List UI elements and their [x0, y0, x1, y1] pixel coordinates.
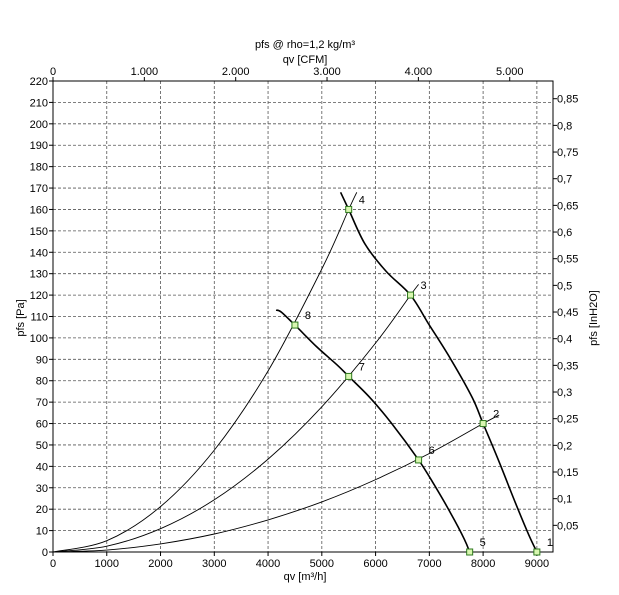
y-tick-label: 110	[30, 312, 48, 324]
y2-tick-label: 0,55	[557, 254, 578, 266]
point-marker	[291, 321, 299, 329]
operating-point: 5	[466, 537, 486, 556]
x-tick-label: 1000	[95, 558, 119, 570]
operating-point: 7	[345, 361, 365, 380]
y-tick-label: 10	[36, 526, 48, 538]
x-tick-label: 9000	[525, 558, 549, 570]
y2-tick-label: 0,25	[557, 414, 578, 426]
y2-tick-label: 0,7	[557, 174, 572, 186]
point-marker	[479, 420, 487, 428]
y2-tick-label: 0,5	[557, 280, 572, 292]
x-tick-label: 2000	[148, 558, 172, 570]
right-axis-label: pfs [InH2O]	[588, 290, 600, 346]
y-tick-label: 130	[30, 269, 48, 281]
y2-tick-label: 0,3	[557, 387, 572, 399]
point-label: 7	[359, 361, 365, 373]
y-tick-label: 190	[30, 140, 48, 152]
system-curve	[52, 284, 419, 553]
operating-point: 4	[345, 194, 365, 213]
x2-tick-label: 5.000	[496, 66, 524, 78]
y2-tick-label: 0,05	[557, 520, 578, 532]
point-label: 2	[493, 409, 499, 421]
operating-point: 6	[415, 445, 435, 464]
x2-tick-label: 4.000	[405, 66, 433, 78]
point-label: 1	[547, 537, 553, 549]
point-marker	[345, 205, 353, 213]
x2-tick-label: 2.000	[222, 66, 250, 78]
point-marker	[466, 548, 474, 556]
operating-point: 8	[291, 310, 311, 329]
y-tick-label: 60	[36, 419, 48, 431]
y-tick-label: 100	[30, 333, 48, 345]
y-tick-label: 170	[30, 183, 48, 195]
chart-title: pfs @ rho=1,2 kg/m³	[255, 39, 355, 51]
x-tick-label: 6000	[363, 558, 387, 570]
top-axis-label: qv [CFM]	[283, 54, 328, 66]
point-label: 3	[421, 280, 427, 292]
x2-tick-label: 3.000	[313, 66, 341, 78]
tick-labels: 0 1000 2000 3000 4000 5000 6000 7000 8000 9000010…	[30, 66, 579, 570]
y2-tick-label: 0,4	[557, 334, 572, 346]
point-marker	[415, 456, 423, 464]
y2-tick-label: 0,65	[557, 200, 578, 212]
y-tick-label: 160	[30, 204, 48, 216]
y2-tick-label: 0,85	[557, 94, 578, 106]
operating-point: 3	[407, 280, 427, 299]
y-tick-label: 80	[36, 376, 48, 388]
y-tick-label: 120	[30, 290, 48, 302]
point-label: 5	[480, 537, 486, 549]
point-label: 4	[359, 194, 365, 206]
y-tick-label: 140	[30, 247, 48, 259]
x-tick-label: 0	[50, 558, 56, 570]
y-tick-label: 0	[42, 547, 48, 559]
y2-tick-label: 0,45	[557, 307, 578, 319]
y2-tick-label: 0,75	[557, 147, 578, 159]
y2-tick-label: 0,15	[557, 467, 578, 479]
point-label: 6	[429, 445, 435, 457]
operating-points: 1 2 3 4 5 6 7 8	[291, 194, 553, 556]
operating-point: 1	[533, 537, 553, 556]
y-tick-label: 210	[30, 97, 48, 109]
y-tick-label: 70	[36, 397, 48, 409]
y-tick-label: 50	[36, 440, 48, 452]
y2-tick-label: 0,8	[557, 120, 572, 132]
y-tick-label: 90	[36, 354, 48, 366]
y2-tick-label: 0,6	[557, 227, 572, 239]
x-tick-label: 7000	[417, 558, 441, 570]
y-tick-label: 40	[36, 461, 48, 473]
system-curve	[52, 192, 358, 553]
x-tick-label: 3000	[202, 558, 226, 570]
x-tick-label: 4000	[256, 558, 280, 570]
curves	[52, 191, 538, 553]
x-tick-label: 5000	[310, 558, 334, 570]
y-tick-label: 180	[30, 162, 48, 174]
fan-curve	[339, 191, 538, 553]
x2-tick-label: 0	[50, 66, 56, 78]
x2-tick-label: 1.000	[131, 66, 159, 78]
operating-point: 2	[479, 409, 499, 428]
x-tick-label: 8000	[471, 558, 495, 570]
y-axis-label: pfs [Pa]	[15, 299, 27, 336]
y2-tick-label: 0,2	[557, 440, 572, 452]
x-axis-label: qv [m³/h]	[284, 571, 327, 583]
point-marker	[345, 372, 353, 380]
point-label: 8	[305, 310, 311, 322]
grid	[53, 81, 553, 552]
y-tick-label: 150	[30, 226, 48, 238]
point-marker	[407, 291, 415, 299]
system-curve	[52, 414, 500, 553]
y-tick-label: 220	[30, 76, 48, 88]
y2-tick-label: 0,1	[557, 494, 572, 506]
y2-tick-label: 0,35	[557, 360, 578, 372]
y-tick-label: 200	[30, 119, 48, 131]
y-tick-label: 30	[36, 483, 48, 495]
point-marker	[533, 548, 541, 556]
y-tick-label: 20	[36, 504, 48, 516]
